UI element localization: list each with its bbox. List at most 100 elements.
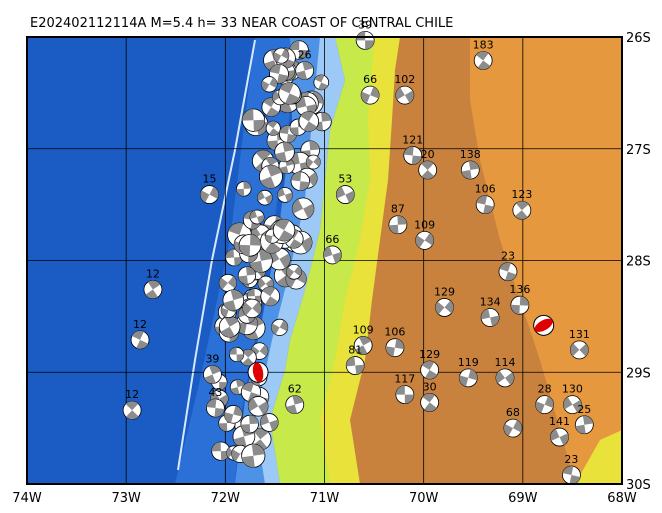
beachball-quadrant	[252, 362, 264, 383]
beachball-quadrant	[468, 369, 478, 381]
beachball-quadrant	[503, 423, 513, 437]
depth-label: 53	[338, 173, 352, 186]
depth-label: 114	[494, 356, 515, 369]
beachball-quadrant	[570, 343, 580, 357]
beachball-quadrant	[228, 223, 244, 235]
beachball-quadrant	[147, 280, 161, 290]
beachball-quadrant	[422, 393, 436, 403]
background-event	[241, 443, 266, 468]
beachball-quadrant	[535, 401, 545, 414]
beachball-quadrant	[265, 157, 278, 166]
depth-label: 136	[509, 283, 530, 296]
beachball-quadrant	[230, 387, 240, 395]
beachball-quadrant	[233, 436, 247, 448]
beachball-quadrant	[242, 357, 254, 366]
beachball-quadrant	[358, 336, 372, 346]
beachball-quadrant	[395, 87, 405, 100]
depth-label: 68	[506, 406, 520, 419]
event: 119	[458, 356, 479, 388]
beachball-quadrant	[277, 187, 285, 198]
events: 39 183 26 66 102 121 20 138 15 53 106 123 87 109 66 23 1…	[122, 18, 594, 485]
beachball-quadrant	[582, 415, 594, 425]
beachball-quadrant	[281, 48, 289, 60]
beachball-quadrant	[284, 192, 293, 202]
beachball-quadrant	[477, 60, 491, 70]
beachball-quadrant	[499, 262, 511, 272]
beachball-quadrant	[388, 224, 399, 234]
beachball-quadrant	[302, 61, 314, 71]
event: 123	[511, 188, 532, 220]
depth-label: 26	[298, 49, 312, 62]
depth-label: 39	[205, 352, 219, 365]
event: 26	[295, 49, 315, 80]
background-event	[273, 47, 290, 64]
beachball-quadrant	[221, 307, 229, 318]
beachball-quadrant	[243, 181, 252, 189]
beachball-quadrant	[249, 260, 263, 273]
beachball-quadrant	[279, 320, 288, 332]
event: 129	[434, 285, 455, 317]
beachball-quadrant	[266, 107, 279, 117]
event: 20	[418, 148, 438, 180]
beachball-quadrant	[269, 419, 279, 431]
event: 136	[509, 283, 530, 315]
background-event	[271, 318, 289, 336]
event: 28	[535, 383, 555, 415]
beachball-quadrant	[220, 326, 235, 338]
beachball-quadrant	[291, 171, 302, 182]
depth-label: 130	[562, 383, 583, 396]
beachball-quadrant	[550, 428, 560, 441]
depth-label: 134	[480, 295, 501, 308]
beachball-quadrant	[299, 181, 310, 191]
depth-label: 131	[569, 328, 590, 341]
beachball-quadrant	[274, 219, 290, 231]
beachball-quadrant	[300, 111, 315, 122]
event: 138	[460, 148, 481, 180]
depth-label: 109	[414, 218, 435, 231]
beachball-quadrant	[483, 204, 494, 214]
beachball-quadrant	[411, 155, 422, 165]
highlight-event	[247, 361, 269, 383]
beachball-quadrant	[544, 396, 554, 408]
x-tick-label: 71W	[310, 491, 340, 506]
event: 81	[345, 344, 365, 375]
beachball-quadrant	[219, 277, 228, 290]
event: 131	[569, 328, 590, 360]
beachball-quadrant	[273, 52, 282, 63]
beachball-quadrant	[255, 150, 271, 161]
beachball-quadrant	[510, 304, 520, 315]
beachball-quadrant	[279, 253, 291, 269]
beachball-quadrant	[481, 308, 491, 320]
beachball-quadrant	[313, 156, 321, 167]
beachball-quadrant	[289, 40, 300, 51]
beachball-quadrant	[264, 241, 281, 254]
beachball-quadrant	[282, 142, 295, 152]
beachball-quadrant	[514, 210, 528, 220]
beachball-quadrant	[259, 344, 268, 357]
beachball-quadrant	[258, 249, 273, 261]
beachball-quadrant	[504, 372, 514, 386]
beachball-quadrant	[309, 140, 320, 151]
event: 109	[353, 323, 374, 355]
background-event	[313, 74, 330, 91]
beachball-quadrant	[459, 375, 469, 387]
beachball-quadrant	[285, 274, 297, 288]
beachball-quadrant	[219, 394, 229, 407]
background-event	[260, 286, 281, 307]
beachball-quadrant	[269, 77, 278, 88]
event: 87	[388, 203, 408, 235]
depth-label: 66	[325, 233, 339, 246]
background-event	[286, 263, 302, 280]
event: 39	[355, 18, 375, 50]
event: 141	[549, 415, 570, 447]
beachball-quadrant	[257, 191, 265, 202]
depth-label: 109	[353, 323, 374, 336]
beachball-quadrant	[242, 109, 254, 121]
event: 109	[414, 218, 435, 250]
beachball-quadrant	[204, 374, 216, 384]
beachball-quadrant	[242, 349, 255, 358]
beachball-quadrant	[318, 82, 329, 90]
beachball-quadrant	[224, 412, 234, 423]
beachball-quadrant	[569, 475, 581, 485]
depth-label: 39	[358, 18, 372, 31]
